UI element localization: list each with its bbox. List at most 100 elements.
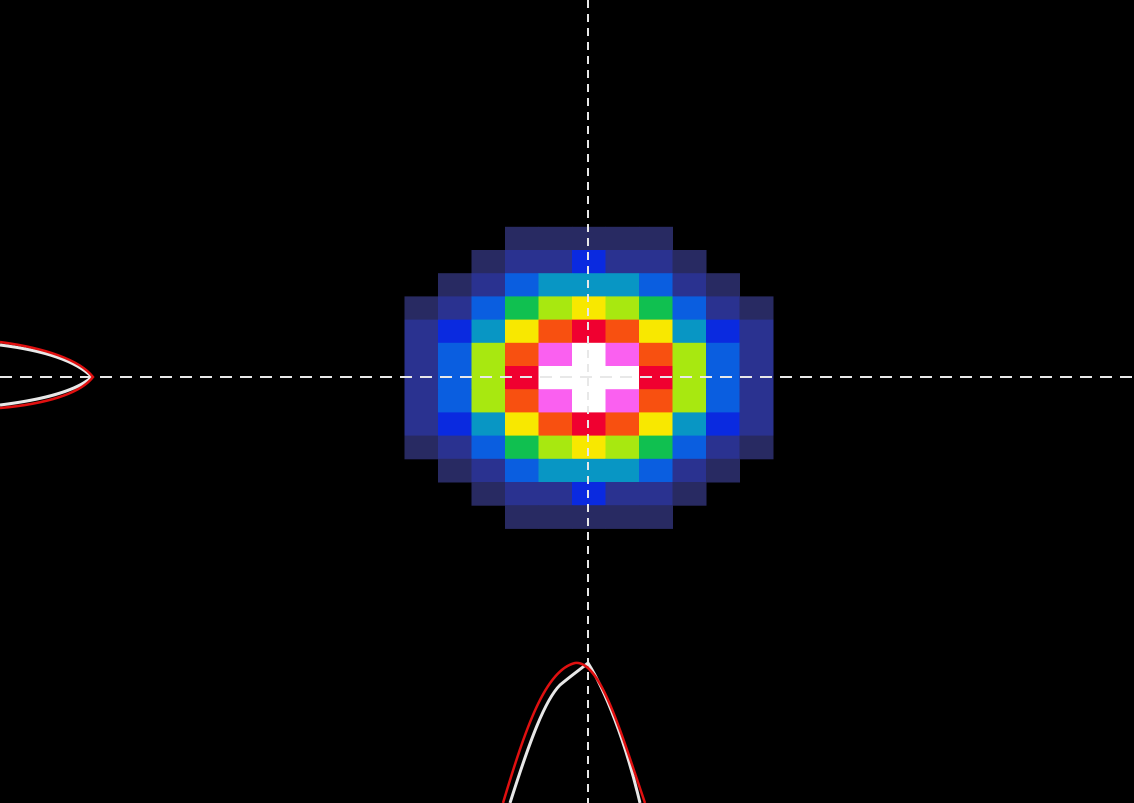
pixel: [605, 273, 640, 297]
pixel: [438, 319, 472, 344]
pixel: [639, 226, 673, 251]
pixel: [639, 482, 673, 506]
pixel: [639, 435, 673, 460]
pixel: [438, 273, 472, 297]
pixel: [605, 412, 640, 437]
pixel: [605, 389, 640, 413]
pixel: [505, 250, 539, 274]
pixel: [706, 296, 740, 321]
pixel: [404, 296, 439, 321]
horizontal-profile-fit: [0, 340, 95, 410]
pixel: [672, 273, 707, 297]
pixel: [639, 505, 673, 529]
pixel: [538, 273, 573, 297]
pixel: [404, 319, 439, 344]
pixel: [672, 412, 707, 437]
pixel: [404, 389, 439, 413]
pixel: [505, 226, 539, 251]
pixel: [538, 366, 573, 390]
pixel: [505, 435, 539, 460]
pixel: [471, 482, 506, 506]
pixel: [505, 342, 539, 367]
pixel: [639, 273, 673, 297]
pixel: [505, 458, 539, 483]
pixel: [739, 389, 774, 413]
pixel: [505, 412, 539, 437]
pixel: [605, 250, 640, 274]
pixel: [438, 458, 472, 483]
pixel: [706, 342, 740, 367]
pixel: [605, 458, 640, 483]
pixel: [471, 273, 506, 297]
pixel: [538, 319, 573, 344]
beam-image: [404, 226, 774, 529]
pixel: [505, 389, 539, 413]
pixel: [471, 458, 506, 483]
pixel: [639, 458, 673, 483]
pixel: [706, 319, 740, 344]
pixel: [438, 366, 472, 390]
pixel: [538, 505, 573, 529]
pixel: [605, 226, 640, 251]
pixel: [572, 250, 606, 274]
pixel: [605, 342, 640, 367]
pixel: [639, 389, 673, 413]
pixel: [572, 389, 606, 413]
pixel: [505, 482, 539, 506]
pixel: [672, 296, 707, 321]
pixel: [639, 366, 673, 390]
pixel: [438, 342, 472, 367]
pixel: [438, 435, 472, 460]
pixel: [739, 342, 774, 367]
pixel: [538, 482, 573, 506]
pixel: [639, 296, 673, 321]
pixel: [471, 250, 506, 274]
pixel: [505, 505, 539, 529]
pixel: [505, 273, 539, 297]
pixel: [706, 389, 740, 413]
pixel: [672, 435, 707, 460]
pixel: [438, 412, 472, 437]
pixel: [739, 412, 774, 437]
vertical-profile-fit: [501, 661, 647, 803]
pixel: [538, 296, 573, 321]
pixel: [706, 435, 740, 460]
pixel: [404, 342, 439, 367]
pixel: [672, 482, 707, 506]
pixel: [538, 226, 573, 251]
pixel: [672, 458, 707, 483]
pixel: [639, 412, 673, 437]
pixel: [605, 319, 640, 344]
pixel: [605, 435, 640, 460]
pixel: [706, 273, 740, 297]
pixel: [572, 458, 606, 483]
pixel: [706, 458, 740, 483]
pixel: [471, 342, 506, 367]
pixel: [739, 435, 774, 460]
pixel: [605, 505, 640, 529]
pixel: [438, 296, 472, 321]
pixel: [471, 296, 506, 321]
pixel: [471, 319, 506, 344]
pixel: [605, 482, 640, 506]
pixel: [672, 319, 707, 344]
pixel: [538, 389, 573, 413]
pixel: [605, 296, 640, 321]
pixel: [639, 342, 673, 367]
pixel: [404, 435, 439, 460]
pixel: [639, 250, 673, 274]
pixel: [538, 250, 573, 274]
pixel: [471, 389, 506, 413]
pixel: [706, 412, 740, 437]
pixel: [471, 412, 506, 437]
pixel: [572, 435, 606, 460]
pixel: [538, 435, 573, 460]
pixel: [505, 319, 539, 344]
pixel: [672, 342, 707, 367]
pixel: [739, 366, 774, 390]
pixel: [739, 319, 774, 344]
pixel: [438, 389, 472, 413]
pixel: [538, 342, 573, 367]
